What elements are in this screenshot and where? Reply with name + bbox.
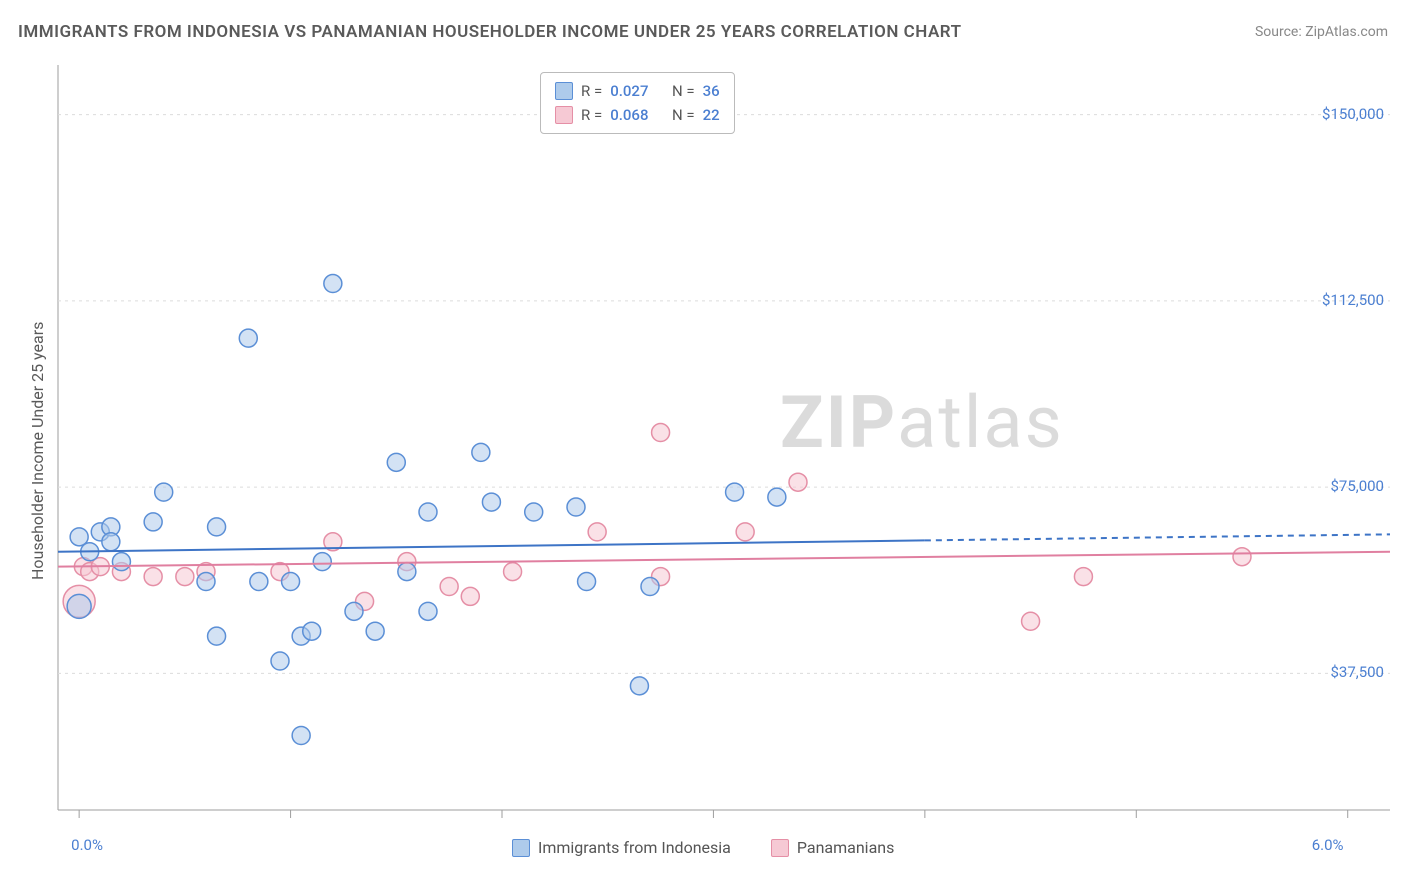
- data-point-indonesia: [641, 578, 659, 596]
- legend-row-panama: R = 0.068 N = 22: [555, 103, 720, 127]
- swatch-indonesia: [555, 82, 573, 100]
- legend-row-indonesia: R = 0.027 N = 36: [555, 79, 720, 103]
- data-point-panama: [736, 523, 754, 541]
- y-tick-label: $75,000: [1330, 477, 1384, 495]
- data-point-indonesia: [525, 503, 543, 521]
- data-point-indonesia: [630, 677, 648, 695]
- y-tick-label: $150,000: [1322, 105, 1384, 123]
- data-point-indonesia: [102, 533, 120, 551]
- series-name-indonesia: Immigrants from Indonesia: [538, 838, 731, 857]
- data-point-indonesia: [482, 493, 500, 511]
- data-point-indonesia: [578, 573, 596, 591]
- data-point-indonesia: [239, 329, 257, 347]
- y-axis-label: Householder Income Under 25 years: [28, 322, 47, 580]
- data-point-indonesia: [419, 602, 437, 620]
- data-point-panama: [440, 578, 458, 596]
- x-tick-label: 6.0%: [1312, 836, 1344, 854]
- legend-correlation: R = 0.027 N = 36 R = 0.068 N = 22: [540, 72, 735, 134]
- swatch-indonesia-bottom: [512, 839, 530, 857]
- data-point-panama: [1074, 568, 1092, 586]
- swatch-panama-bottom: [771, 839, 789, 857]
- data-point-indonesia: [292, 727, 310, 745]
- data-point-indonesia: [768, 488, 786, 506]
- data-point-panama: [652, 424, 670, 442]
- data-point-panama: [461, 587, 479, 605]
- data-point-indonesia: [324, 275, 342, 293]
- y-tick-label: $112,500: [1322, 291, 1384, 309]
- legend-item-indonesia: Immigrants from Indonesia: [512, 838, 731, 857]
- data-point-indonesia: [271, 652, 289, 670]
- data-point-indonesia: [282, 573, 300, 591]
- data-point-indonesia: [567, 498, 585, 516]
- legend-item-panama: Panamanians: [771, 838, 895, 857]
- n-label: N =: [672, 79, 695, 103]
- data-point-indonesia: [398, 563, 416, 581]
- data-point-panama: [144, 568, 162, 586]
- x-tick-label: 0.0%: [71, 836, 103, 854]
- legend-series: Immigrants from Indonesia Panamanians: [512, 838, 894, 857]
- r-value-indonesia: 0.027: [610, 79, 648, 103]
- data-point-indonesia: [726, 483, 744, 501]
- data-point-indonesia: [112, 553, 130, 571]
- r-value-panama: 0.068: [610, 103, 648, 127]
- n-value-indonesia: 36: [703, 79, 720, 103]
- data-point-indonesia: [303, 622, 321, 640]
- data-point-indonesia: [472, 443, 490, 461]
- data-point-indonesia: [197, 573, 215, 591]
- data-point-indonesia: [366, 622, 384, 640]
- data-point-panama: [176, 568, 194, 586]
- n-label: N =: [672, 103, 695, 127]
- data-point-indonesia: [144, 513, 162, 531]
- r-label: R =: [581, 103, 602, 127]
- data-point-indonesia: [67, 594, 91, 618]
- data-point-panama: [1233, 548, 1251, 566]
- data-point-panama: [504, 563, 522, 581]
- data-point-indonesia: [208, 518, 226, 536]
- chart-container: IMMIGRANTS FROM INDONESIA VS PANAMANIAN …: [0, 0, 1406, 892]
- n-value-panama: 22: [703, 103, 720, 127]
- series-name-panama: Panamanians: [797, 838, 895, 857]
- data-point-indonesia: [387, 453, 405, 471]
- r-label: R =: [581, 79, 602, 103]
- data-point-indonesia: [155, 483, 173, 501]
- data-point-indonesia: [208, 627, 226, 645]
- swatch-panama: [555, 106, 573, 124]
- y-tick-label: $37,500: [1330, 663, 1384, 681]
- data-point-indonesia: [250, 573, 268, 591]
- data-point-indonesia: [419, 503, 437, 521]
- data-point-panama: [588, 523, 606, 541]
- data-point-indonesia: [313, 553, 331, 571]
- data-point-indonesia: [345, 602, 363, 620]
- data-point-panama: [1022, 612, 1040, 630]
- data-point-panama: [789, 473, 807, 491]
